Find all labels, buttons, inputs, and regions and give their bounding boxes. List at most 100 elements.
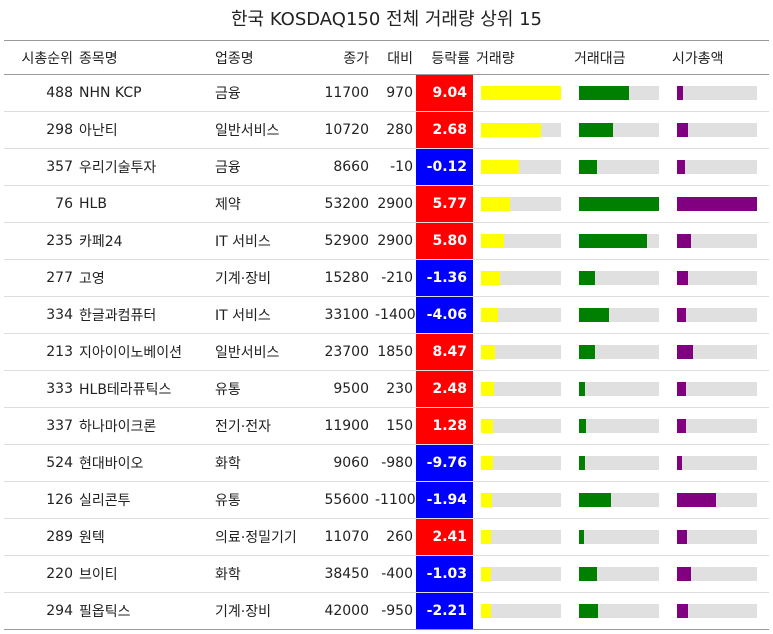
name-cell: 필옵틱스	[76, 592, 212, 630]
pct-cell: 9.04	[416, 74, 473, 112]
name-cell: 우리기술투자	[76, 148, 212, 186]
value-cell	[571, 333, 669, 371]
volume-bar-track	[481, 160, 561, 174]
mcap-bar	[677, 308, 686, 322]
rank-cell: 524	[4, 444, 76, 482]
pct-cell: 1.28	[416, 407, 473, 445]
name-cell: 원텍	[76, 518, 212, 556]
table-row: 488 NHN KCP 금융 11700 970 9.04	[4, 74, 769, 112]
volume-cell	[473, 444, 571, 482]
volume-bar-track	[481, 197, 561, 211]
table-row: 337 하나마이크론 전기·전자 11900 150 1.28	[4, 407, 769, 445]
rank-cell: 213	[4, 333, 76, 371]
sector-cell: 의료·정밀기기	[212, 518, 312, 556]
sector-cell: 제약	[212, 185, 312, 223]
name-cell: 하나마이크론	[76, 407, 212, 445]
volume-bar	[481, 271, 501, 285]
volume-bar	[481, 567, 491, 581]
col-header-value: 거래대금	[571, 41, 669, 75]
close-cell: 53200	[312, 185, 372, 223]
diff-cell: 150	[372, 407, 416, 445]
name-cell: 아난티	[76, 111, 212, 149]
value-cell	[571, 481, 669, 519]
mcap-bar-track	[677, 123, 757, 137]
volume-bar	[481, 160, 520, 174]
close-cell: 11070	[312, 518, 372, 556]
diff-cell: 260	[372, 518, 416, 556]
mcap-bar	[677, 419, 686, 433]
diff-cell: 970	[372, 74, 416, 112]
rank-cell: 334	[4, 296, 76, 334]
value-bar-track	[579, 271, 659, 285]
value-cell	[571, 370, 669, 408]
table-row: 294 필옵틱스 기계·장비 42000 -950 -2.21	[4, 592, 769, 630]
mcap-bar-track	[677, 86, 757, 100]
value-cell	[571, 592, 669, 630]
pct-cell: -1.03	[416, 555, 473, 593]
mcap-bar	[677, 530, 688, 544]
close-cell: 15280	[312, 259, 372, 297]
pct-cell: 5.80	[416, 222, 473, 260]
volume-bar-track	[481, 382, 561, 396]
pct-cell: -0.12	[416, 148, 473, 186]
volume-bar-track	[481, 234, 561, 248]
rank-cell: 294	[4, 592, 76, 630]
mcap-bar-track	[677, 382, 757, 396]
close-cell: 10720	[312, 111, 372, 149]
sector-cell: 기계·장비	[212, 592, 312, 630]
mcap-bar-track	[677, 308, 757, 322]
mcap-bar-track	[677, 271, 757, 285]
value-bar	[579, 160, 598, 174]
pct-cell: -9.76	[416, 444, 473, 482]
value-bar-track	[579, 567, 659, 581]
volume-bar	[481, 345, 496, 359]
mcap-bar	[677, 604, 689, 618]
close-cell: 23700	[312, 333, 372, 371]
volume-cell	[473, 148, 571, 186]
value-bar-track	[579, 123, 659, 137]
volume-bar-track	[481, 604, 561, 618]
mcap-cell	[669, 185, 769, 223]
value-bar-track	[579, 456, 659, 470]
mcap-bar-track	[677, 493, 757, 507]
diff-cell: 2900	[372, 222, 416, 260]
volume-cell	[473, 370, 571, 408]
mcap-cell	[669, 481, 769, 519]
col-header-close: 종가	[312, 41, 372, 75]
value-cell	[571, 407, 669, 445]
mcap-bar-track	[677, 567, 757, 581]
mcap-cell	[669, 111, 769, 149]
mcap-bar-track	[677, 345, 757, 359]
sector-cell: 전기·전자	[212, 407, 312, 445]
mcap-cell	[669, 555, 769, 593]
sector-cell: IT 서비스	[212, 222, 312, 260]
diff-cell: -980	[372, 444, 416, 482]
close-cell: 55600	[312, 481, 372, 519]
col-header-rank: 시총순위	[4, 41, 76, 75]
volume-bar-track	[481, 419, 561, 433]
mcap-bar-track	[677, 197, 757, 211]
close-cell: 33100	[312, 296, 372, 334]
pct-cell: 8.47	[416, 333, 473, 371]
mcap-cell	[669, 296, 769, 334]
value-cell	[571, 222, 669, 260]
sector-cell: 일반서비스	[212, 111, 312, 149]
pct-cell: -1.36	[416, 259, 473, 297]
diff-cell: -1100	[372, 481, 416, 519]
mcap-bar	[677, 234, 692, 248]
rank-cell: 337	[4, 407, 76, 445]
name-cell: 현대바이오	[76, 444, 212, 482]
value-cell	[571, 444, 669, 482]
value-bar	[579, 530, 584, 544]
name-cell: HLB테라퓨틱스	[76, 370, 212, 408]
value-bar-track	[579, 530, 659, 544]
diff-cell: 280	[372, 111, 416, 149]
volume-cell	[473, 518, 571, 556]
volume-cell	[473, 185, 571, 223]
volume-cell	[473, 592, 571, 630]
value-bar	[579, 197, 659, 211]
mcap-bar	[677, 345, 693, 359]
table-row: 298 아난티 일반서비스 10720 280 2.68	[4, 111, 769, 149]
name-cell: NHN KCP	[76, 74, 212, 112]
volume-bar	[481, 86, 561, 100]
